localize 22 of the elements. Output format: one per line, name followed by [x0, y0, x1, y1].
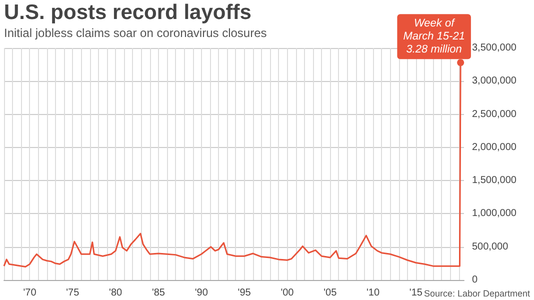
y-tick-label: 3,500,000 [472, 42, 517, 54]
x-tick-label: '75 [66, 288, 80, 298]
x-tick-label: '00 [280, 288, 294, 298]
x-tick-label: '95 [238, 288, 252, 298]
x-tick-label: '05 [324, 288, 338, 298]
x-tick-label: '15 [409, 288, 423, 298]
y-tick-label: 1,000,000 [472, 208, 517, 220]
y-tick-label: 500,000 [472, 241, 509, 252]
chart-title: U.S. posts record layoffs [4, 1, 252, 24]
x-tick-label: '80 [109, 288, 123, 298]
y-tick-label: 2,500,000 [472, 108, 517, 120]
y-tick-label: 1,500,000 [472, 175, 517, 186]
y-tick-label: 3,000,000 [472, 76, 517, 87]
x-tick-label: '70 [23, 288, 37, 298]
x-tick-label: '85 [152, 288, 166, 298]
chart-subtitle: Initial jobless claims soar on coronavirus closures [4, 26, 267, 40]
x-tick-label: '90 [194, 288, 208, 298]
x-tick-label: '10 [366, 288, 380, 298]
y-tick-label: 0 [472, 274, 478, 286]
y-tick-label: 2,000,000 [472, 142, 517, 153]
source-note: Source: Labor Department [424, 288, 530, 298]
annotation: Week of March 15-21 3.28 million [403, 18, 465, 56]
